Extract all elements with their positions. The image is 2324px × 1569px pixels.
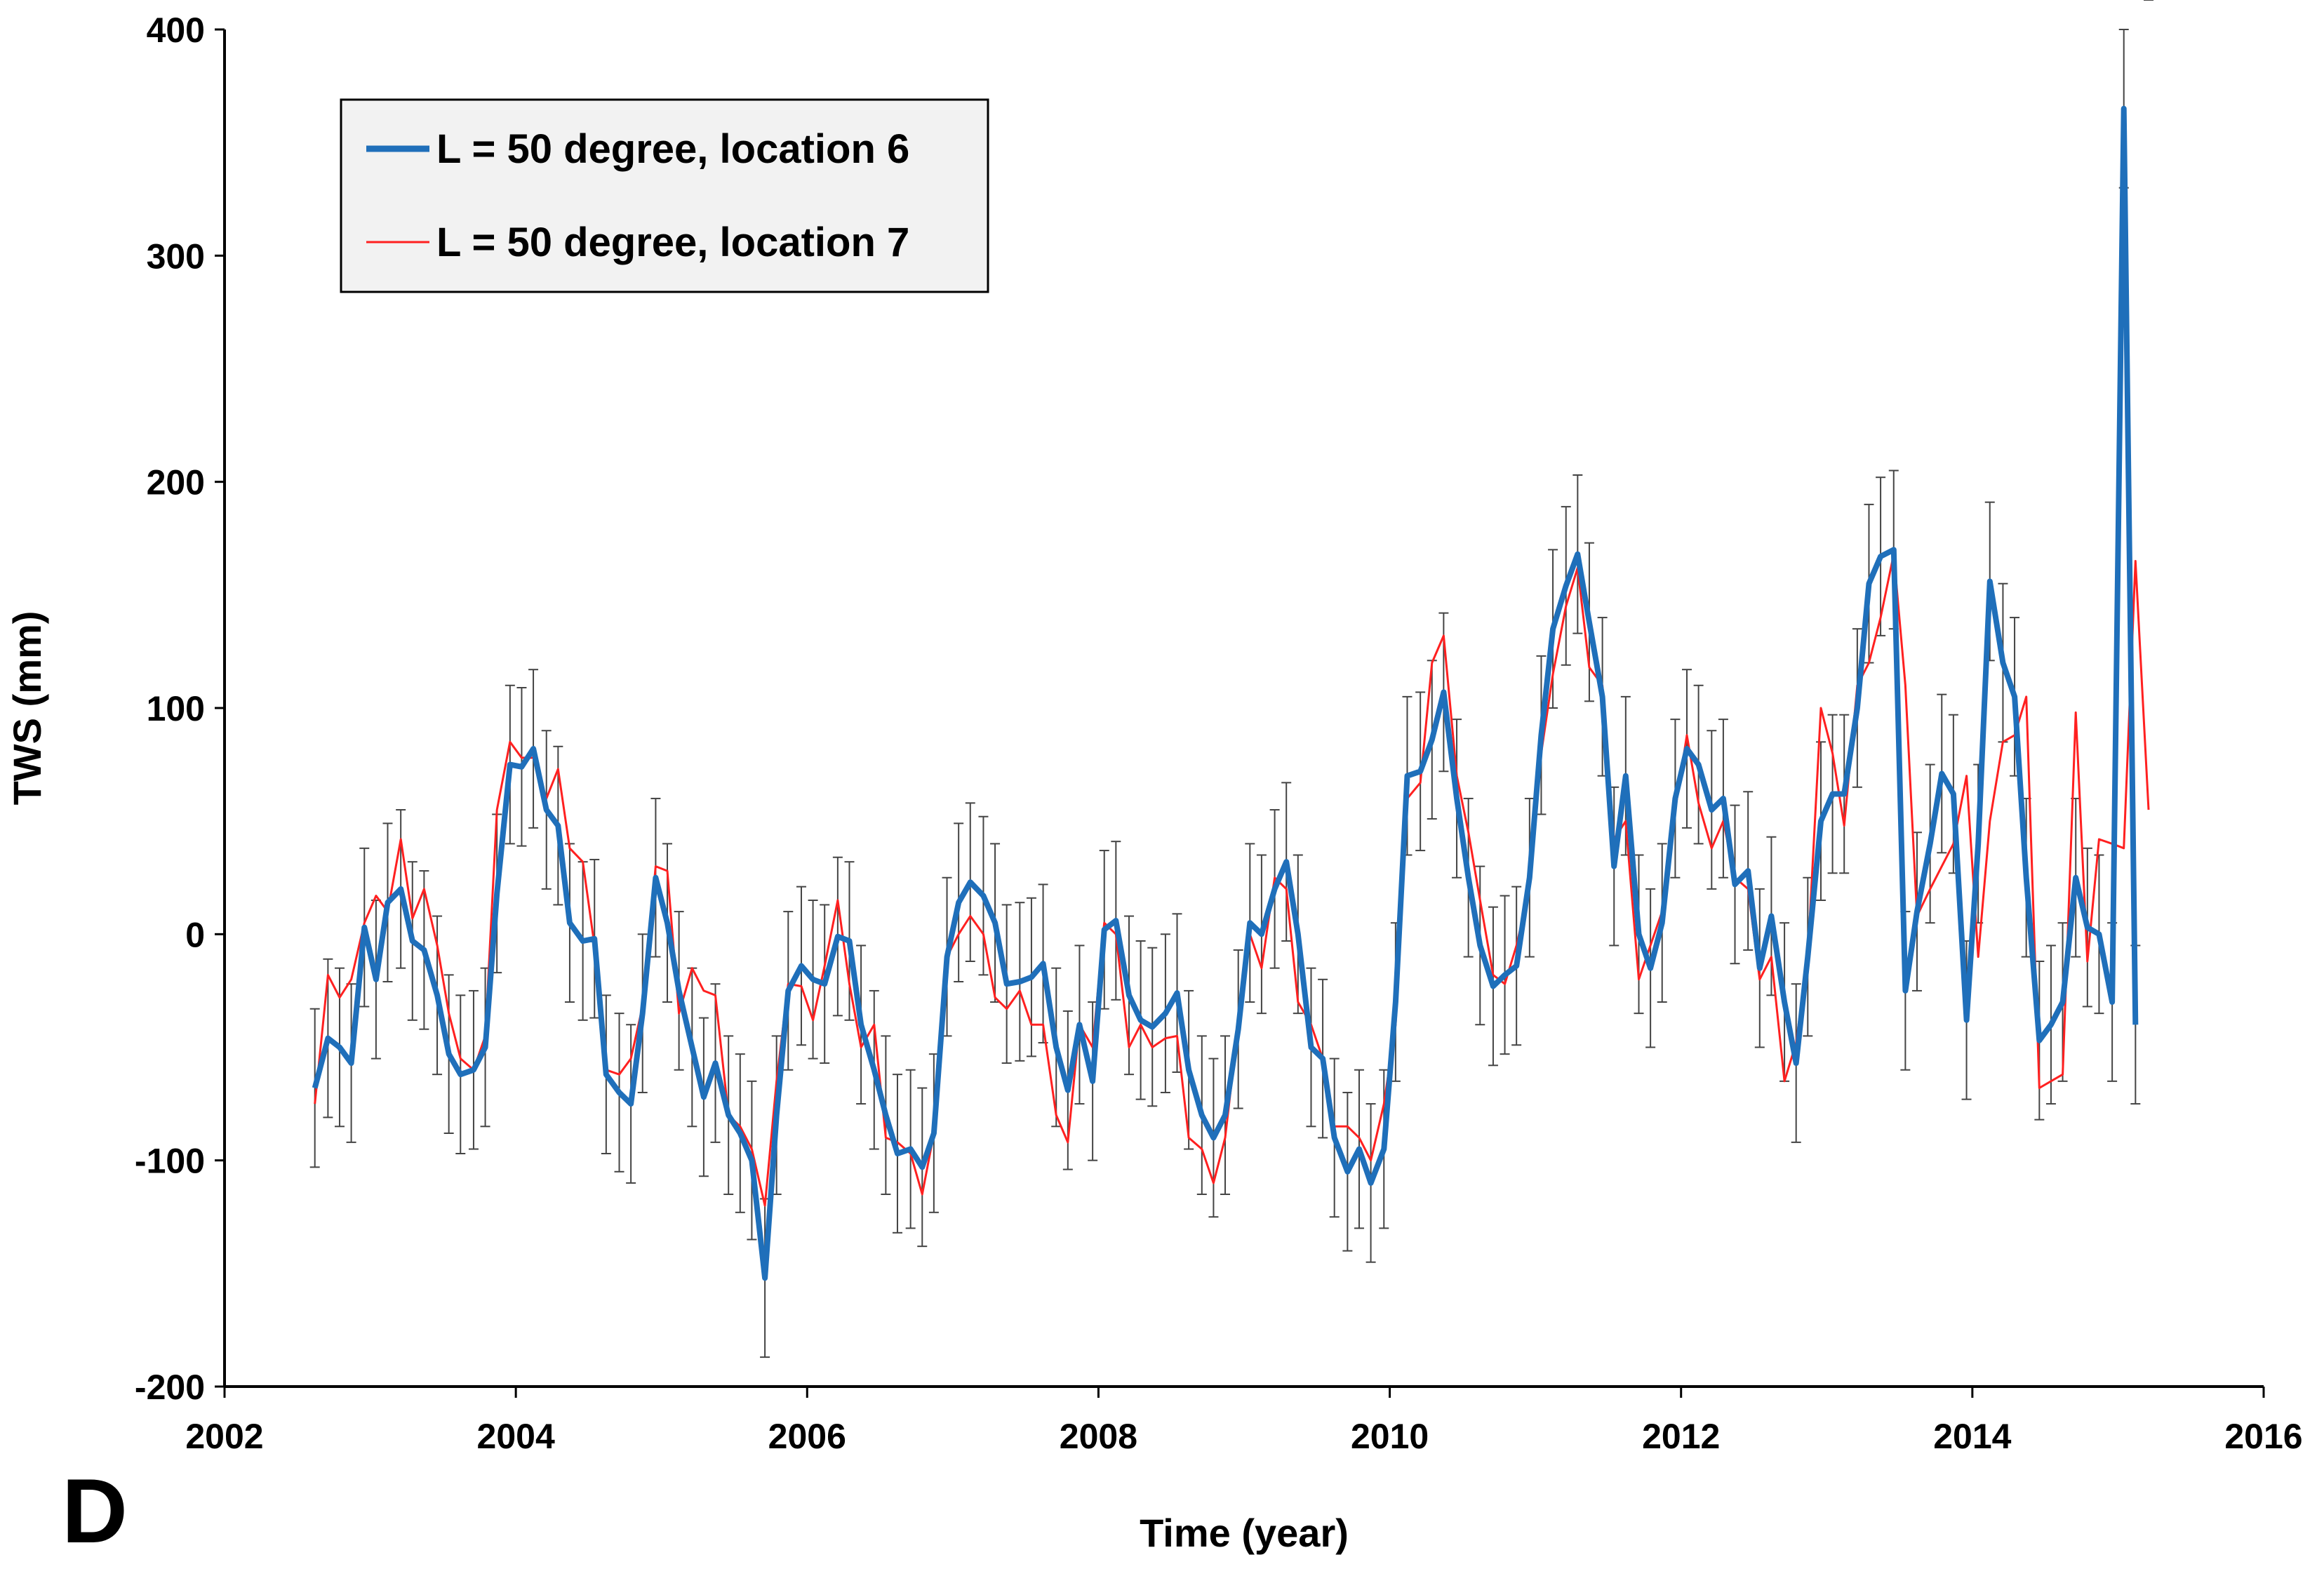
y-axis-title: TWS (mm) <box>5 611 49 806</box>
y-tick-label: -200 <box>135 1368 205 1407</box>
legend-box <box>340 98 989 293</box>
legend-label-location-6: L = 50 degree, location 6 <box>436 126 909 172</box>
y-tick-label: 100 <box>147 689 205 728</box>
y-tick-label: 0 <box>185 915 205 954</box>
y-tick-label: 300 <box>147 236 205 276</box>
x-tick-label: 2010 <box>1351 1417 1429 1456</box>
x-tick-label: 2002 <box>185 1417 263 1456</box>
x-tick-label: 2012 <box>1642 1417 1720 1456</box>
panel-label: D <box>62 1460 128 1562</box>
series-layer <box>312 105 2150 1281</box>
x-tick-label: 2006 <box>768 1417 846 1456</box>
x-tick-label: 2008 <box>1060 1417 1137 1456</box>
x-ticks: 2002 2004 2006 2008 2010 2012 2014 2016 <box>185 1387 2303 1456</box>
y-tick-label: 400 <box>147 11 205 50</box>
series-line-location-7 <box>314 553 2150 1207</box>
series-line-location-6 <box>312 105 2139 1281</box>
x-tick-label: 2014 <box>1933 1417 2011 1456</box>
x-tick-label: 2004 <box>477 1417 555 1456</box>
y-tick-label: 200 <box>147 463 205 502</box>
legend: L = 50 degree, location 6 L = 50 degree,… <box>340 98 989 293</box>
y-tick-label: -100 <box>135 1142 205 1181</box>
y-ticks: -200 -100 0 100 200 300 400 <box>135 11 225 1407</box>
x-tick-label: 2016 <box>2224 1417 2302 1456</box>
legend-label-location-7: L = 50 degree, location 7 <box>436 220 909 265</box>
x-axis-title: Time (year) <box>1140 1511 1349 1555</box>
